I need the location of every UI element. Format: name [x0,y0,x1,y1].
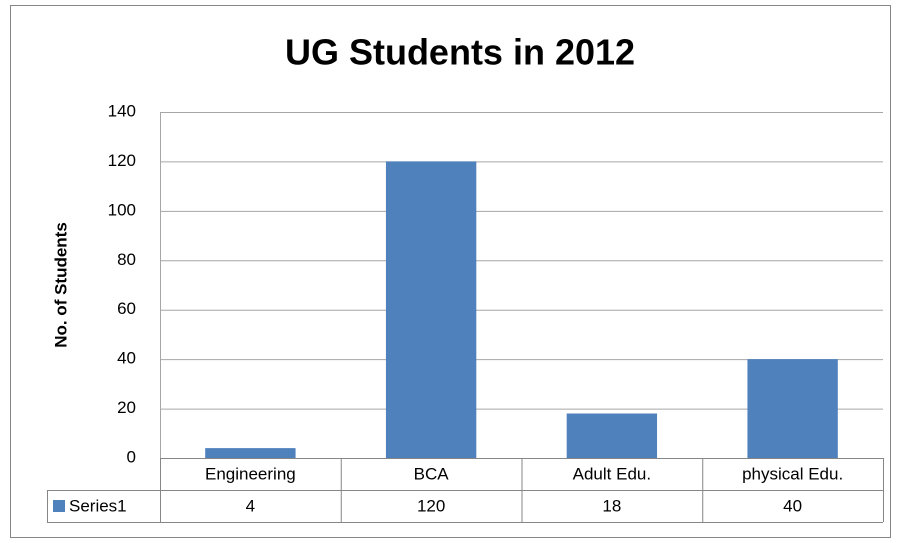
y-tick-label: 60 [117,299,136,318]
table-value: 4 [246,496,255,515]
y-tick-label: 100 [108,200,136,219]
bar [205,448,296,458]
legend-key [53,500,65,512]
table-value: 40 [783,496,802,515]
bar [566,413,658,458]
y-tick-label: 20 [117,398,136,417]
x-tick-label: Adult Edu. [573,464,651,483]
table-value: 120 [417,496,445,515]
bar [385,161,477,458]
y-axis-title: No. of Students [51,222,70,348]
x-tick-label: BCA [414,464,450,483]
table-value: 18 [602,496,621,515]
y-tick-label: 80 [117,250,136,269]
y-tick-label: 0 [127,447,136,466]
bar [747,359,838,458]
chart-title: UG Students in 2012 [285,32,635,73]
y-tick-label: 140 [108,101,136,120]
x-tick-label: Engineering [205,464,296,483]
legend-label: Series1 [69,496,127,515]
x-tick-label: physical Edu. [742,464,843,483]
y-tick-label: 120 [108,151,136,170]
y-tick-label: 40 [117,349,136,368]
